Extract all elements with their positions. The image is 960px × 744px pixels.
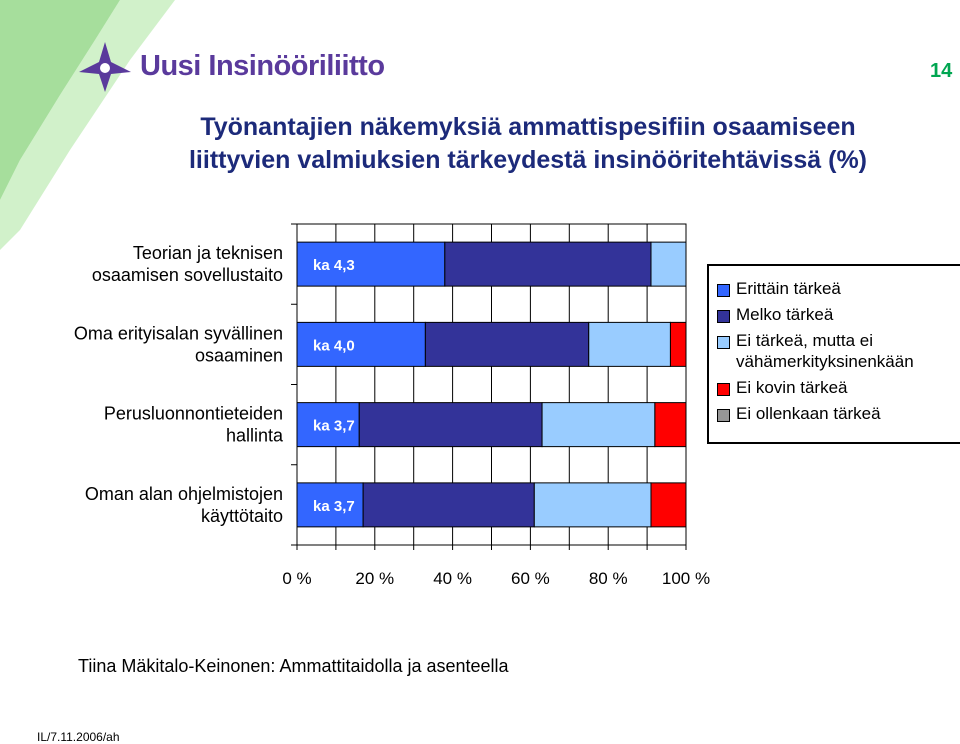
category-label: Perusluonnontieteiden [104,404,283,424]
legend-swatch [717,383,730,396]
bar-segment [362,482,535,528]
bar-average-label: ka 3,7 [313,498,355,515]
x-tick-label: 60 % [511,569,550,588]
bar-segment [541,402,656,448]
x-tick-label: 40 % [433,569,472,588]
x-tick-label: 0 % [282,569,311,588]
x-tick-label: 20 % [355,569,394,588]
bar-segment [296,241,446,287]
category-label: käyttötaito [201,506,283,526]
legend-swatch [717,310,730,323]
legend-label: Ei tärkeä, mutta ei [736,331,874,350]
footer-date: IL/7.11.2006/ah [37,730,120,744]
bar-segment [533,482,652,528]
green-corner-decoration-light [0,0,175,250]
bar-segment [296,321,426,367]
legend-label: vähämerkityksinenkään [736,352,914,371]
bar-average-label: ka 4,3 [313,257,355,274]
bar-average-label: ka 3,7 [313,418,355,435]
slide-title-line-2: liittyvien valmiuksien tärkeydestä insin… [188,146,868,174]
category-label: hallinta [226,426,284,446]
bar-average-label: ka 4,0 [313,337,355,354]
slide-title-line-1: Työnantajien näkemyksiä ammattispesifiin… [200,113,856,141]
legend-swatch [717,336,730,349]
category-label: osaamisen sovellustaito [92,265,283,285]
x-tick-label: 80 % [589,569,628,588]
bar-segment [424,321,590,367]
legend-swatch [717,409,730,422]
green-corner-decoration [0,0,120,200]
bar-segment [296,482,364,528]
legend-label: Ei ollenkaan tärkeä [736,404,881,423]
bar-segment [358,402,543,448]
legend-label: Ei kovin tärkeä [736,378,848,397]
category-label: Oma erityisalan syvällinen [74,323,283,343]
bar-segment [654,402,687,448]
legend-label: Melko tärkeä [736,305,834,324]
legend-swatch [717,284,730,297]
legend-label: Erittäin tärkeä [736,279,841,298]
chart-legend: Erittäin tärkeä Melko tärkeä Ei tärkeä, mu… [707,264,960,444]
category-label: Oman alan ohjelmistojen [85,484,283,504]
bar-segment [588,321,671,367]
x-tick-label: 100 % [662,569,710,588]
logo-text: Uusi Insinööriliitto [140,50,385,82]
bar-segment [444,241,652,287]
bar-segment [650,241,687,287]
category-label: osaaminen [195,345,283,365]
bar-segment [650,482,687,528]
logo-star-icon [79,42,131,92]
footer-author: Tiina Mäkitalo-Keinonen: Ammattitaidolla… [78,656,509,676]
category-label: Teorian ja teknisen [133,243,283,263]
bar-segment [669,321,687,367]
page-number: 14 [930,60,953,82]
